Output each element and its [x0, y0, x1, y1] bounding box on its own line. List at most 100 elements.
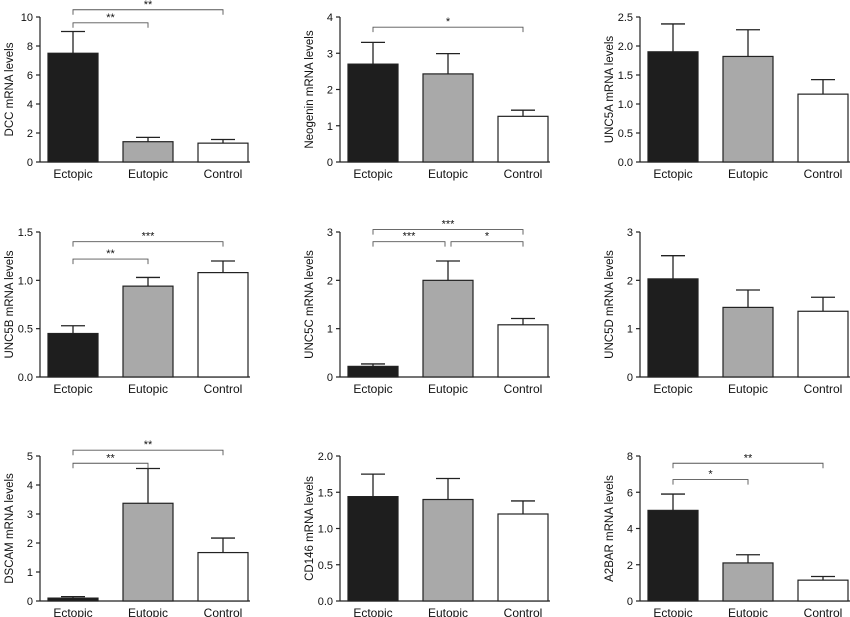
y-axis-title: UNC5D mRNA levels: [604, 250, 616, 359]
bar-eutopic: [122, 502, 174, 602]
category-label: Control: [204, 382, 243, 396]
y-tick-label: 1: [327, 324, 333, 336]
significance-bracket: [372, 229, 524, 235]
chart-panel-9: 0 2 4 6 8 A2BAR mRNA levels Ectopic Eutopic Cont…: [604, 451, 850, 617]
significance-label: **: [106, 12, 115, 24]
bar-ectopic: [47, 597, 99, 602]
bar-control: [797, 93, 849, 163]
y-tick-label: 10: [21, 12, 33, 24]
y-axis-title: A2BAR mRNA levels: [604, 475, 616, 582]
y-tick-label: 1: [27, 567, 33, 579]
y-tick-label: 0: [327, 372, 333, 384]
category-label: Eutopic: [428, 382, 468, 396]
chart-panel-6: 0 1 2 3 UNC5D mRNA levels Ectopic Eutopic Contr…: [604, 227, 850, 396]
category-label: Control: [804, 382, 843, 396]
bar-control: [797, 310, 849, 378]
bar-eutopic: [422, 73, 474, 163]
category-label: Ectopic: [53, 606, 92, 617]
bar-control: [197, 272, 249, 378]
y-tick-label: 0: [627, 372, 633, 384]
y-tick-label: 2: [327, 275, 333, 287]
bar-control: [497, 324, 549, 378]
bar-ectopic: [347, 365, 399, 378]
significance-bracket: [72, 22, 149, 28]
significance-label: *: [446, 16, 451, 28]
significance-bracket: [72, 449, 224, 456]
y-tick-label: 1.0: [18, 275, 33, 287]
bar-control: [497, 115, 549, 163]
category-label: Eutopic: [128, 167, 168, 181]
category-label: Eutopic: [128, 382, 168, 396]
y-axis-title: UNC5A mRNA levels: [604, 36, 616, 144]
category-label: Control: [804, 167, 843, 181]
category-label: Eutopic: [128, 606, 168, 617]
y-axis-title: CD146 mRNA levels: [304, 476, 316, 581]
category-label: Eutopic: [728, 606, 768, 617]
bar-eutopic: [422, 498, 474, 602]
bar-eutopic: [722, 306, 774, 378]
category-label: Control: [204, 606, 243, 617]
significance-label: *: [708, 469, 713, 481]
category-label: Control: [204, 167, 243, 181]
y-tick-label: 3: [327, 48, 333, 60]
significance-label: **: [144, 0, 153, 11]
category-label: Ectopic: [653, 606, 692, 617]
y-tick-label: 4: [27, 99, 33, 111]
y-axis-title: DCC mRNA levels: [4, 42, 16, 136]
y-tick-label: 1.5: [18, 227, 33, 239]
bar-eutopic: [122, 285, 174, 378]
bar-eutopic: [722, 562, 774, 602]
y-tick-label: 2: [27, 128, 33, 140]
category-label: Eutopic: [728, 382, 768, 396]
y-tick-label: 3: [627, 227, 633, 239]
bar-control: [197, 551, 249, 602]
y-tick-label: 2: [27, 538, 33, 550]
y-tick-label: 0.5: [318, 560, 333, 572]
y-tick-label: 5: [27, 451, 33, 463]
y-tick-label: 2.5: [618, 12, 633, 24]
significance-bracket: [672, 462, 824, 469]
significance-label: ***: [403, 231, 417, 243]
category-label: Ectopic: [653, 382, 692, 396]
y-tick-label: 1: [327, 121, 333, 133]
y-axis-title: UNC5B mRNA levels: [4, 250, 16, 358]
category-label: Ectopic: [353, 382, 392, 396]
bar-ectopic: [47, 52, 99, 163]
y-tick-label: 8: [627, 451, 633, 463]
significance-bracket: [672, 479, 749, 485]
significance-label: **: [106, 452, 115, 464]
category-label: Ectopic: [53, 167, 92, 181]
significance-label: **: [744, 452, 753, 464]
category-label: Ectopic: [353, 167, 392, 181]
significance-bracket: [450, 241, 524, 247]
significance-bracket: [72, 9, 224, 15]
y-tick-label: 6: [627, 487, 633, 499]
bar-eutopic: [122, 141, 174, 163]
significance-bracket: [72, 258, 149, 265]
y-tick-label: 4: [627, 524, 633, 536]
category-label: Control: [504, 606, 543, 617]
significance-label: **: [144, 439, 153, 451]
y-tick-label: 1.5: [618, 70, 633, 82]
category-label: Eutopic: [428, 167, 468, 181]
chart-panel-7: 0 1 2 3 4 5 DSCAM mRNA levels Ectopic Eutopic Con…: [4, 439, 250, 617]
significance-bracket: [372, 241, 446, 247]
y-tick-label: 8: [27, 41, 33, 53]
y-tick-label: 0: [627, 596, 633, 608]
bar-control: [497, 513, 549, 602]
y-tick-label: 0: [27, 157, 33, 169]
category-label: Ectopic: [53, 382, 92, 396]
bar-ectopic: [647, 278, 699, 378]
y-tick-label: 2.0: [618, 41, 633, 53]
bar-ectopic: [647, 51, 699, 163]
bar-ectopic: [647, 509, 699, 602]
category-label: Eutopic: [428, 606, 468, 617]
bar-eutopic: [422, 279, 474, 378]
y-tick-label: 0: [327, 157, 333, 169]
bar-eutopic: [722, 55, 774, 163]
y-tick-label: 1.5: [318, 487, 333, 499]
category-label: Ectopic: [353, 606, 392, 617]
y-axis-title: DSCAM mRNA levels: [4, 473, 16, 584]
y-tick-label: 4: [327, 12, 333, 24]
